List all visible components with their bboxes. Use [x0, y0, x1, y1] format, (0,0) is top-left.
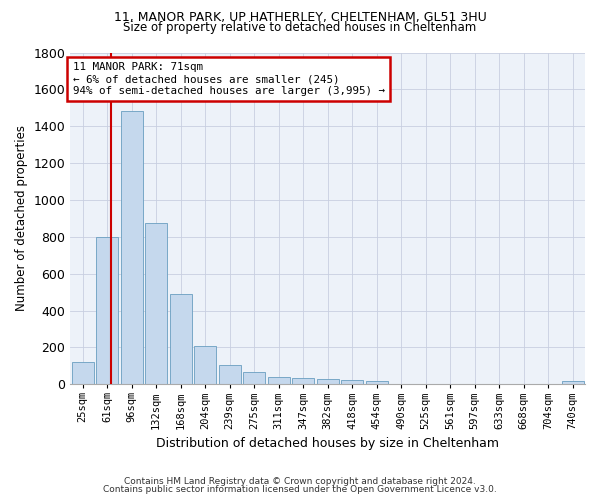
Bar: [341, 380, 363, 384]
Text: 11 MANOR PARK: 71sqm
← 6% of detached houses are smaller (245)
94% of semi-detac: 11 MANOR PARK: 71sqm ← 6% of detached ho…: [73, 62, 385, 96]
Bar: [268, 377, 290, 384]
Bar: [170, 294, 191, 384]
Text: Contains public sector information licensed under the Open Government Licence v3: Contains public sector information licen…: [103, 484, 497, 494]
Bar: [292, 378, 314, 384]
Bar: [194, 346, 216, 384]
Bar: [96, 237, 118, 384]
Text: 11, MANOR PARK, UP HATHERLEY, CHELTENHAM, GL51 3HU: 11, MANOR PARK, UP HATHERLEY, CHELTENHAM…: [113, 12, 487, 24]
Bar: [365, 382, 388, 384]
Y-axis label: Number of detached properties: Number of detached properties: [15, 126, 28, 312]
Bar: [121, 112, 143, 384]
X-axis label: Distribution of detached houses by size in Cheltenham: Distribution of detached houses by size …: [156, 437, 499, 450]
Text: Size of property relative to detached houses in Cheltenham: Size of property relative to detached ho…: [124, 22, 476, 35]
Text: Contains HM Land Registry data © Crown copyright and database right 2024.: Contains HM Land Registry data © Crown c…: [124, 477, 476, 486]
Bar: [71, 362, 94, 384]
Bar: [317, 379, 338, 384]
Bar: [562, 382, 584, 384]
Bar: [218, 365, 241, 384]
Bar: [145, 223, 167, 384]
Bar: [243, 372, 265, 384]
